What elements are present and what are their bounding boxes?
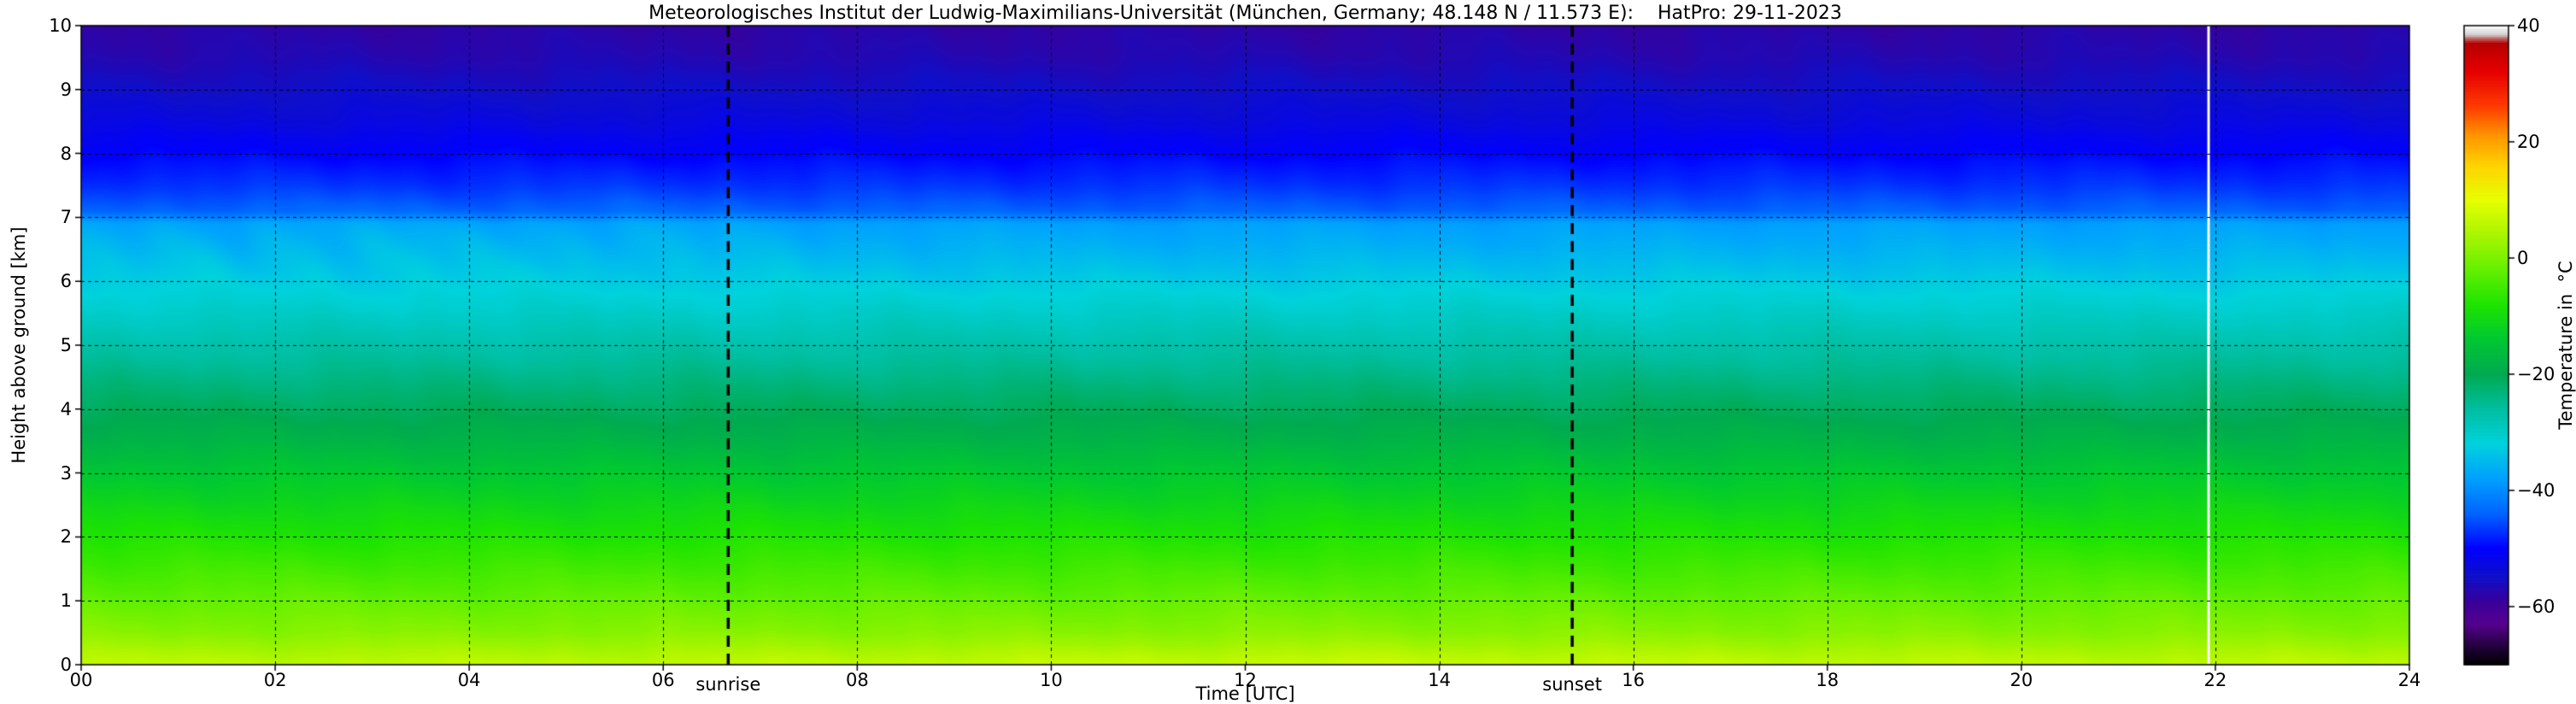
x-tick-label: 18 bbox=[1816, 670, 1840, 690]
y-tick-label: 10 bbox=[49, 15, 72, 36]
x-tick-label: 14 bbox=[1428, 670, 1451, 690]
x-tick-label: 24 bbox=[2397, 670, 2421, 690]
y-axis-label: Height above ground [km] bbox=[9, 226, 29, 464]
x-tick-label: 02 bbox=[263, 670, 287, 690]
sunrise-label: sunrise bbox=[695, 674, 761, 695]
sunset-label: sunset bbox=[1542, 674, 1602, 695]
y-tick-label: 0 bbox=[60, 654, 72, 675]
colorbar-tick-label: 40 bbox=[2517, 15, 2540, 36]
colorbar-tick-label: −40 bbox=[2517, 480, 2555, 501]
x-tick-label: 16 bbox=[1622, 670, 1646, 690]
y-tick-label: 8 bbox=[60, 143, 72, 164]
y-tick-label: 4 bbox=[60, 398, 72, 419]
y-tick-label: 6 bbox=[60, 271, 72, 292]
x-tick-label: 10 bbox=[1040, 670, 1063, 690]
y-tick-label: 3 bbox=[60, 462, 72, 484]
colorbar-tick-label: 20 bbox=[2517, 132, 2540, 152]
x-tick-label: 12 bbox=[1234, 670, 1257, 690]
x-tick-label: 04 bbox=[457, 670, 481, 690]
colorbar-label: Temperature in °C bbox=[2555, 261, 2576, 430]
x-tick-label: 06 bbox=[651, 670, 675, 690]
x-tick-label: 22 bbox=[2203, 670, 2227, 690]
y-tick-label: 2 bbox=[60, 526, 72, 548]
chart-title: Meteorologisches Institut der Ludwig-Max… bbox=[648, 3, 1842, 24]
x-tick-label: 08 bbox=[845, 670, 869, 690]
y-tick-label: 5 bbox=[60, 335, 72, 355]
colorbar-tick-label: 0 bbox=[2517, 248, 2529, 268]
x-axis-label: Time [UTC] bbox=[1195, 683, 1295, 704]
colorbar-tick-label: −20 bbox=[2517, 364, 2555, 384]
y-tick-label: 1 bbox=[60, 590, 72, 612]
y-tick-label: 9 bbox=[60, 79, 72, 100]
x-tick-label: 00 bbox=[69, 670, 93, 690]
y-tick-label: 7 bbox=[60, 207, 72, 228]
x-tick-label: 20 bbox=[2010, 670, 2033, 690]
colorbar-tick-label: −60 bbox=[2517, 596, 2555, 617]
